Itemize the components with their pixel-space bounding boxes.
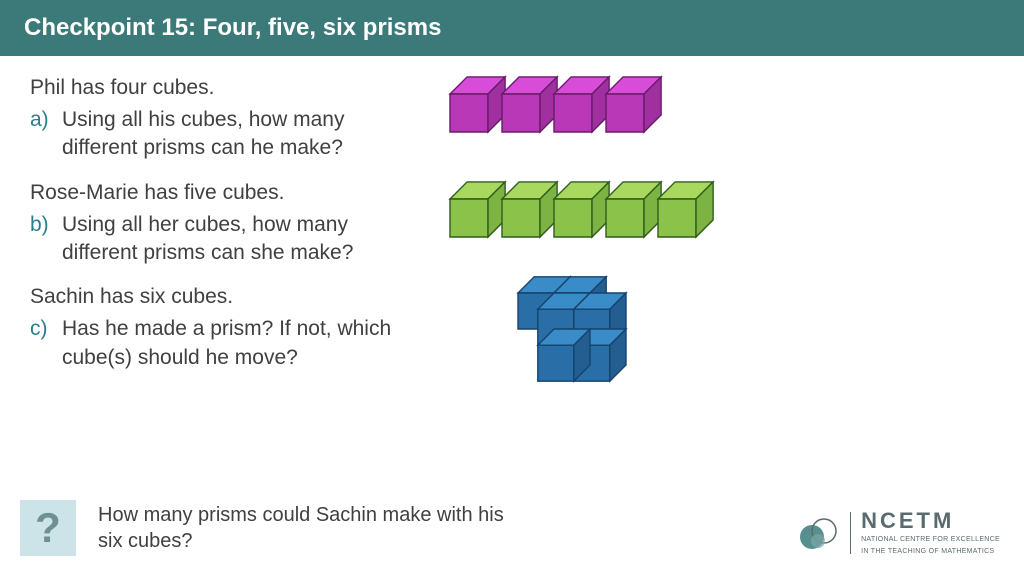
- ncetm-logo: NCETM NATIONAL CENTRE FOR EXCELLENCE IN …: [796, 510, 1000, 556]
- logo-sub1: NATIONAL CENTRE FOR EXCELLENCE: [861, 535, 1000, 544]
- extension-footer: ? How many prisms could Sachin make with…: [20, 500, 528, 556]
- cubes-diagram-b: [440, 177, 740, 254]
- logo-sub2: IN THE TEACHING OF MATHEMATICS: [861, 547, 1000, 556]
- content-area: Phil has four cubes. a) Using all his cu…: [0, 56, 1024, 372]
- label-b: b): [30, 211, 62, 268]
- qtext-b: Using all her cubes, how many different …: [62, 211, 422, 268]
- logo-circles-icon: [796, 511, 840, 555]
- header-title: Checkpoint 15: Four, five, six prisms: [24, 14, 441, 41]
- qtext-c: Has he made a prism? If not, which cube(…: [62, 315, 422, 372]
- section-a: Phil has four cubes. a) Using all his cu…: [30, 76, 994, 163]
- cubes-diagram-a: [440, 72, 688, 149]
- label-c: c): [30, 315, 62, 372]
- section-b: Rose-Marie has five cubes. b) Using all …: [30, 181, 994, 268]
- label-a: a): [30, 106, 62, 163]
- qtext-a: Using all his cubes, how many different …: [62, 106, 422, 163]
- section-c: Sachin has six cubes. c) Has he made a p…: [30, 285, 994, 372]
- extension-text: How many prisms could Sachin make with h…: [98, 502, 528, 554]
- logo-divider: [850, 512, 851, 554]
- page-header: Checkpoint 15: Four, five, six prisms: [0, 0, 1024, 56]
- logo-main: NCETM: [861, 510, 1000, 532]
- logo-text: NCETM NATIONAL CENTRE FOR EXCELLENCE IN …: [861, 510, 1000, 556]
- question-mark-icon: ?: [20, 500, 76, 556]
- cubes-diagram-c: [508, 267, 688, 422]
